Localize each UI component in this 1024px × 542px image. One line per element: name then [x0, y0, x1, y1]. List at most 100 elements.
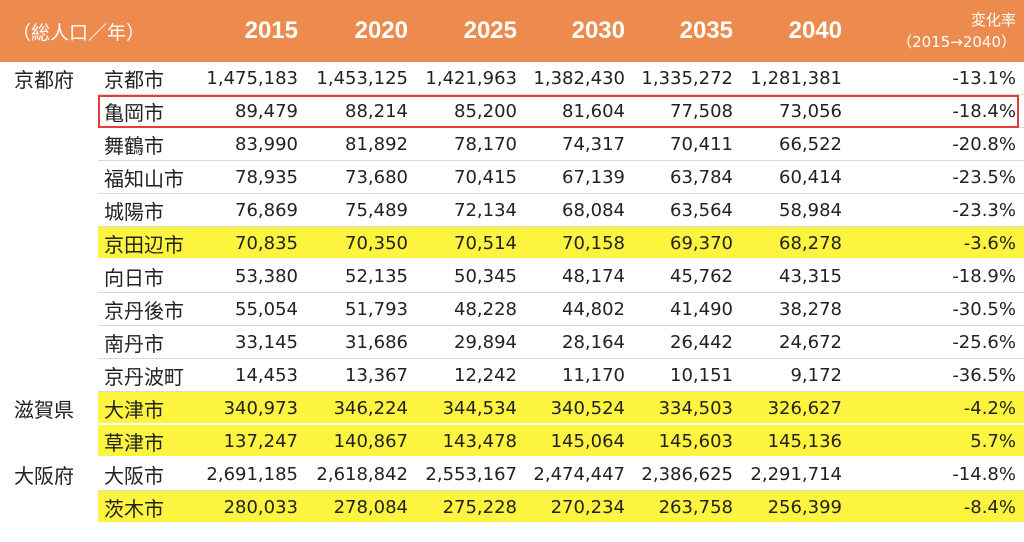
population-cell-2020: 81,892 — [345, 134, 408, 155]
population-cell-2035: 45,762 — [670, 266, 733, 287]
prefecture-cell — [0, 227, 98, 260]
prefecture-cell — [0, 161, 98, 194]
population-cell-2040: 73,056 — [779, 101, 842, 122]
table-row: 城陽市 76,869 75,489 72,134 68,084 63,564 58,984 -… — [0, 194, 1024, 227]
population-cell-2020: 13,367 — [345, 365, 408, 386]
population-cell-2030: 44,802 — [562, 299, 625, 320]
change-rate-cell: -18.4% — [952, 101, 1016, 122]
population-cell-2020: 31,686 — [345, 332, 408, 353]
population-cell-2025: 29,894 — [454, 332, 517, 353]
city-cell: 城陽市 — [104, 200, 164, 224]
change-rate-cell: -18.9% — [952, 266, 1016, 287]
year-header-4: 2035 — [679, 17, 733, 44]
population-cell-2020: 52,135 — [345, 266, 408, 287]
change-rate-cell: -23.3% — [952, 200, 1016, 221]
population-cell-2040: 58,984 — [779, 200, 842, 221]
row-divider — [98, 226, 1024, 227]
population-cell-2030: 67,139 — [562, 167, 625, 188]
population-cell-2020: 51,793 — [345, 299, 408, 320]
city-cell: 京丹後市 — [104, 299, 184, 323]
population-cell-2035: 63,784 — [670, 167, 733, 188]
population-cell-2035: 10,151 — [670, 365, 733, 386]
table-row: 京都府 京都市 1,475,183 1,453,125 1,421,963 1,382,4… — [0, 62, 1024, 95]
table-row: 京田辺市 70,835 70,350 70,514 70,158 69,370 68,278… — [0, 227, 1024, 260]
population-cell-2020: 1,453,125 — [316, 68, 408, 89]
population-cell-2030: 70,158 — [562, 233, 625, 254]
table-row: 亀岡市 89,479 88,214 85,200 81,604 77,508 73,056 -… — [0, 95, 1024, 128]
city-cell: 大津市 — [104, 398, 164, 422]
population-cell-2015: 76,869 — [235, 200, 298, 221]
population-cell-2035: 263,758 — [658, 497, 733, 518]
population-cell-2035: 63,564 — [670, 200, 733, 221]
prefecture-cell — [0, 95, 98, 128]
prefecture-cell: 滋賀県 — [0, 392, 98, 425]
city-cell: 大阪市 — [104, 464, 164, 488]
population-cell-2040: 68,278 — [779, 233, 842, 254]
table-row: 福知山市 78,935 73,680 70,415 67,139 63,784 60,414… — [0, 161, 1024, 194]
population-cell-2035: 26,442 — [670, 332, 733, 353]
population-cell-2025: 72,134 — [454, 200, 517, 221]
city-cell: 亀岡市 — [104, 101, 164, 125]
population-cell-2015: 70,835 — [235, 233, 298, 254]
city-cell: 京丹波町 — [104, 365, 184, 389]
prefecture-cell — [0, 128, 98, 161]
year-header-3: 2030 — [571, 17, 625, 44]
table-row: 茨木市 280,033 278,084 275,228 270,234 263,758 25… — [0, 491, 1024, 524]
row-divider — [98, 193, 1024, 194]
table-row: 京丹波町 14,453 13,367 12,242 11,170 10,151 9,172 -… — [0, 359, 1024, 392]
row-divider — [98, 258, 1024, 260]
population-cell-2020: 73,680 — [345, 167, 408, 188]
population-cell-2025: 143,478 — [442, 431, 517, 452]
population-cell-2015: 55,054 — [235, 299, 298, 320]
population-cell-2025: 70,514 — [454, 233, 517, 254]
change-rate-cell: -36.5% — [952, 365, 1016, 386]
population-cell-2015: 53,380 — [235, 266, 298, 287]
population-cell-2035: 334,503 — [658, 398, 733, 419]
population-cell-2025: 48,228 — [454, 299, 517, 320]
population-cell-2015: 280,033 — [223, 497, 298, 518]
row-divider — [98, 522, 1024, 524]
city-cell: 草津市 — [104, 431, 164, 455]
prefecture-cell — [0, 260, 98, 293]
table-row: 滋賀県 大津市 340,973 346,224 344,534 340,524 334,50… — [0, 392, 1024, 425]
population-cell-2020: 140,867 — [333, 431, 408, 452]
population-cell-2030: 2,474,447 — [533, 464, 625, 485]
population-cell-2035: 2,386,625 — [641, 464, 733, 485]
population-cell-2030: 48,174 — [562, 266, 625, 287]
row-divider — [98, 391, 1024, 392]
city-cell: 舞鶴市 — [104, 134, 164, 158]
population-cell-2020: 88,214 — [345, 101, 408, 122]
row-divider — [98, 292, 1024, 293]
population-cell-2035: 69,370 — [670, 233, 733, 254]
row-divider — [98, 160, 1024, 161]
population-cell-2015: 340,973 — [223, 398, 298, 419]
population-cell-2020: 70,350 — [345, 233, 408, 254]
population-cell-2020: 2,618,842 — [316, 464, 408, 485]
population-cell-2020: 278,084 — [333, 497, 408, 518]
population-cell-2020: 75,489 — [345, 200, 408, 221]
population-cell-2035: 1,335,272 — [641, 68, 733, 89]
city-cell: 茨木市 — [104, 497, 164, 521]
population-cell-2015: 83,990 — [235, 134, 298, 155]
population-cell-2035: 70,411 — [670, 134, 733, 155]
unit-label: （総人口／年） — [12, 21, 146, 44]
population-cell-2030: 81,604 — [562, 101, 625, 122]
population-cell-2030: 270,234 — [550, 497, 625, 518]
change-rate-cell: -8.4% — [963, 497, 1016, 518]
population-cell-2015: 1,475,183 — [206, 68, 298, 89]
population-cell-2040: 24,672 — [779, 332, 842, 353]
row-divider — [98, 456, 1024, 458]
table-row: 大阪府 大阪市 2,691,185 2,618,842 2,553,167 2,474,4… — [0, 458, 1024, 491]
population-cell-2040: 2,291,714 — [750, 464, 842, 485]
prefecture-cell: 大阪府 — [14, 464, 74, 488]
city-cell: 福知山市 — [104, 167, 184, 191]
population-cell-2040: 9,172 — [790, 365, 842, 386]
city-cell: 京田辺市 — [104, 233, 184, 257]
table-row: 舞鶴市 83,990 81,892 78,170 74,317 70,411 66,522 -… — [0, 128, 1024, 161]
prefecture-cell — [0, 359, 98, 392]
population-cell-2040: 60,414 — [779, 167, 842, 188]
table-header: （総人口／年） 変化率 （2015→2040） 2015 2020 2025 2030… — [0, 0, 1024, 62]
population-cell-2040: 38,278 — [779, 299, 842, 320]
population-cell-2025: 85,200 — [454, 101, 517, 122]
